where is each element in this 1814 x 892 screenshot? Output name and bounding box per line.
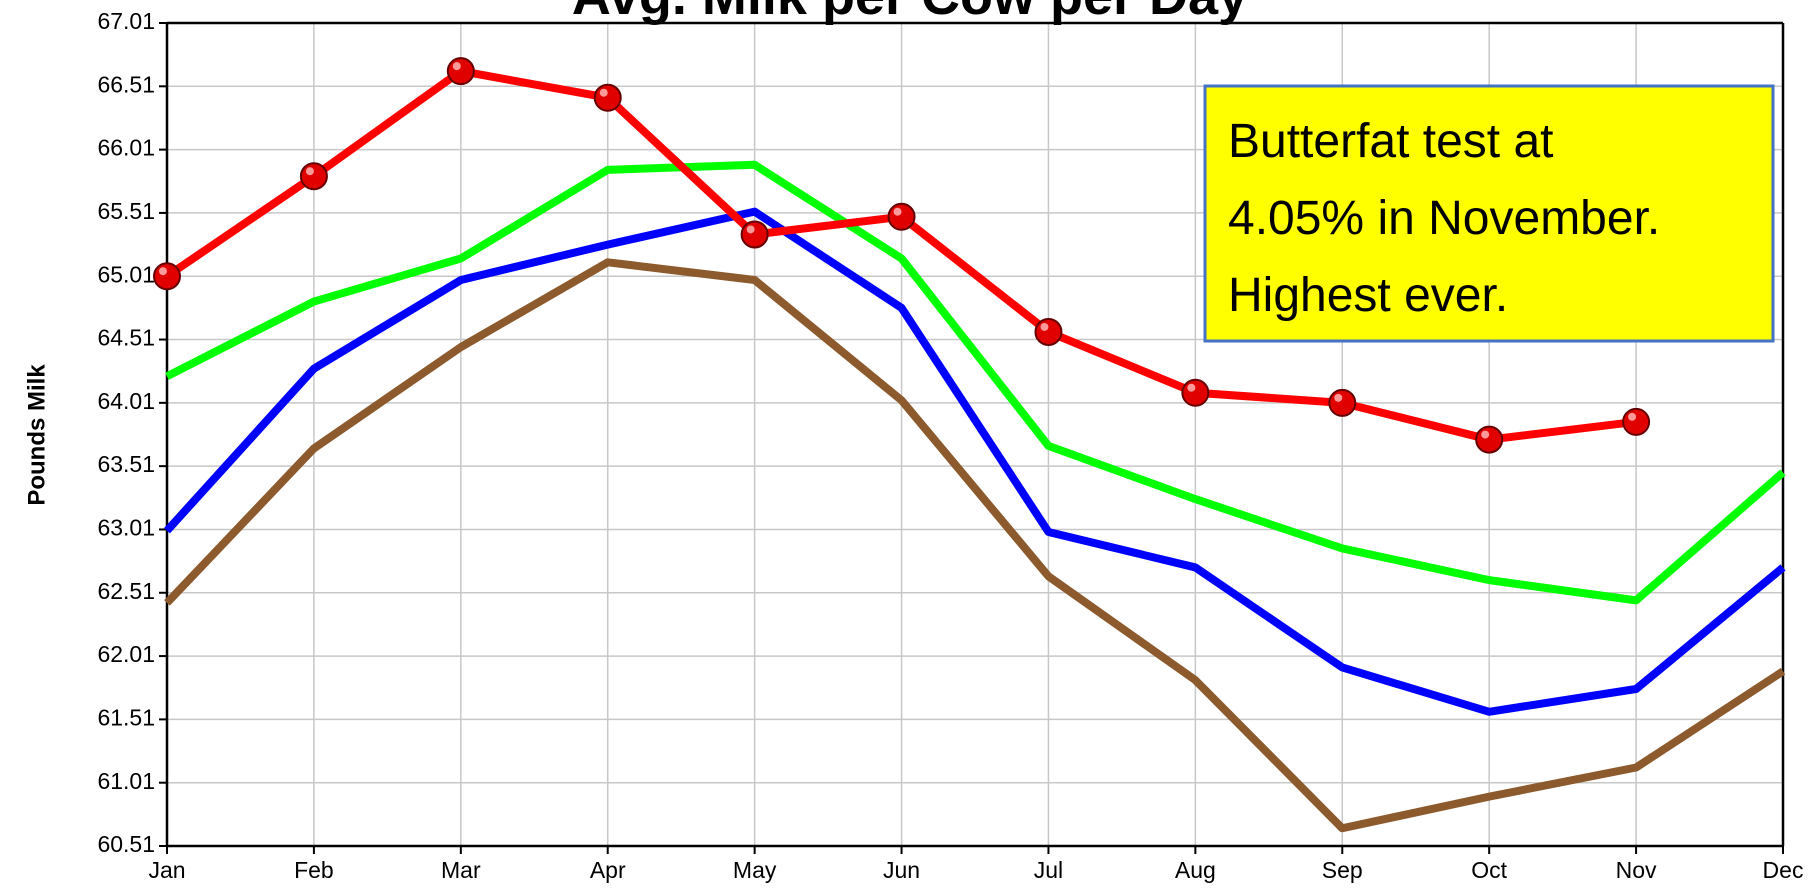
marker-highlight bbox=[1334, 393, 1343, 402]
y-tick-label: 60.51 bbox=[97, 831, 155, 857]
annotation-text: Highest ever. bbox=[1228, 269, 1508, 322]
x-tick-label: Oct bbox=[1471, 857, 1507, 883]
y-tick-label: 66.51 bbox=[97, 71, 155, 97]
series-line bbox=[164, 258, 1786, 833]
y-tick-label: 64.51 bbox=[97, 325, 155, 351]
annotation-text: Butterfat test at bbox=[1228, 115, 1554, 168]
marker-highlight bbox=[599, 88, 608, 97]
point-marker bbox=[887, 202, 916, 231]
x-tick-label: Jan bbox=[148, 857, 185, 883]
y-axis-label: Pounds Milk bbox=[23, 364, 50, 506]
y-tick-label: 63.01 bbox=[97, 515, 155, 541]
marker-highlight bbox=[452, 62, 461, 71]
point-marker bbox=[1181, 378, 1210, 407]
x-tick-label: Jun bbox=[883, 857, 920, 883]
series-line bbox=[164, 207, 1786, 716]
marker-highlight bbox=[1040, 322, 1049, 331]
chart-title: Avg. Milk per Cow per Day bbox=[572, 0, 1248, 26]
marker-highlight bbox=[893, 207, 902, 216]
y-tick-label: 67.01 bbox=[97, 8, 155, 34]
point-marker bbox=[1622, 407, 1651, 436]
y-tick-label: 66.01 bbox=[97, 135, 155, 161]
x-tick-label: Nov bbox=[1616, 857, 1657, 883]
x-tick-label: Feb bbox=[294, 857, 334, 883]
point-marker bbox=[153, 262, 181, 291]
y-tick-label: 65.51 bbox=[97, 198, 155, 224]
y-tick-label: 64.01 bbox=[97, 388, 155, 414]
y-tick-label: 61.51 bbox=[97, 704, 155, 730]
marker-highlight bbox=[746, 225, 755, 234]
point-marker bbox=[593, 83, 622, 112]
y-tick-label: 62.51 bbox=[97, 578, 155, 604]
x-tick-label: Jul bbox=[1034, 857, 1063, 883]
point-marker bbox=[446, 57, 475, 86]
marker-highlight bbox=[305, 167, 314, 176]
series-line bbox=[165, 160, 1786, 605]
y-tick-label: 63.51 bbox=[97, 451, 155, 477]
annotation-box bbox=[1203, 84, 1775, 343]
point-marker bbox=[740, 220, 769, 249]
point-marker bbox=[1034, 317, 1063, 346]
marker-highlight bbox=[1481, 430, 1490, 439]
point-marker bbox=[299, 162, 328, 191]
x-tick-label: Sep bbox=[1322, 857, 1363, 883]
annotation-text: 4.05% in November. bbox=[1228, 192, 1660, 245]
y-tick-label: 61.01 bbox=[97, 768, 155, 794]
x-tick-label: Aug bbox=[1175, 857, 1216, 883]
x-tick-label: Dec bbox=[1763, 857, 1804, 883]
point-marker bbox=[1475, 425, 1504, 454]
x-tick-label: Mar bbox=[441, 857, 481, 883]
marker-highlight bbox=[159, 267, 167, 276]
point-marker bbox=[1328, 388, 1357, 417]
y-tick-label: 65.01 bbox=[97, 261, 155, 287]
y-tick-label: 62.01 bbox=[97, 641, 155, 667]
x-tick-label: Apr bbox=[590, 857, 626, 883]
marker-highlight bbox=[1187, 383, 1196, 392]
x-tick-label: May bbox=[733, 857, 777, 883]
marker-highlight bbox=[1628, 412, 1637, 421]
